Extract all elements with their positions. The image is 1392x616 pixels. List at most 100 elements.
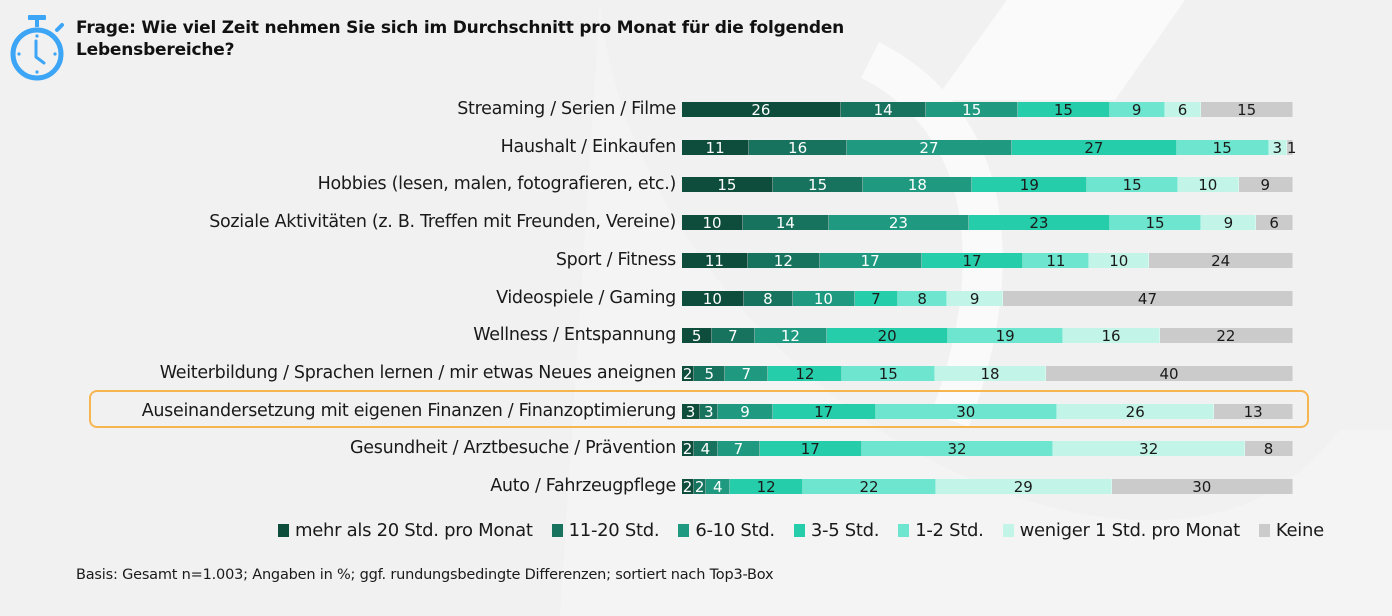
bar-segment: 14 (840, 102, 927, 118)
data-label: 6 (1177, 101, 1188, 119)
bar-segment: 22 (1159, 327, 1293, 346)
data-label: 9 (969, 289, 980, 308)
data-label: 3 (685, 402, 696, 421)
data-label: 11 (1046, 251, 1066, 270)
data-label: 3 (703, 402, 714, 421)
bar-segment: 11 (1023, 251, 1090, 270)
category-label: Auseinandersetzung mit eigenen Finanzen … (141, 400, 677, 421)
bar-segment: 12 (747, 251, 820, 270)
stacked-bar: 10 8 10 7 8 9 47 (682, 289, 1293, 308)
legend-item: mehr als 20 Std. pro Monat (278, 520, 533, 541)
data-label: 15 (1053, 101, 1073, 119)
bar-segment: 14 (743, 214, 829, 233)
bar-segment: 6 (1164, 101, 1202, 119)
bar-segment: 32 (1053, 441, 1246, 457)
bar-segment: 26 (1057, 403, 1215, 419)
data-label: 23 (888, 214, 908, 233)
data-label: 9 (740, 402, 750, 421)
bar-segment: 19 (972, 176, 1088, 195)
bar-segment: 9 (947, 289, 1003, 308)
data-label: 19 (1019, 176, 1039, 195)
bar-segment: 16 (1063, 328, 1160, 344)
data-label: 18 (907, 176, 927, 195)
data-label: 7 (733, 440, 744, 459)
bar-segment: 18 (863, 176, 973, 195)
legend-item: Keine (1258, 519, 1324, 541)
data-label: 15 (1145, 214, 1165, 233)
data-label: 20 (877, 327, 897, 346)
legend-item: 1-2 Std. (898, 520, 984, 541)
data-label: 22 (1216, 327, 1236, 346)
data-label: 17 (814, 402, 834, 421)
bar-segment: 3 (682, 402, 701, 421)
data-label: 22 (859, 478, 879, 496)
data-label: 30 (1192, 478, 1212, 496)
data-label: 17 (860, 251, 880, 270)
data-label: 5 (704, 364, 715, 383)
data-label: 10 (1109, 251, 1129, 270)
data-label: 10 (1198, 176, 1218, 195)
data-label: 13 (1243, 402, 1263, 421)
data-label: 29 (1013, 478, 1033, 496)
bar-segment: 3 (700, 402, 719, 421)
data-label: 7 (741, 364, 752, 383)
data-label: 15 (1237, 101, 1257, 119)
data-label: 8 (763, 289, 773, 308)
legend-label: 3-5 Std. (810, 519, 880, 541)
data-label: 27 (1084, 138, 1104, 157)
highlight-frame (89, 390, 1309, 428)
stacked-bar: 15 15 18 19 15 10 9 (682, 176, 1293, 195)
data-label: 12 (795, 364, 815, 383)
bar-segment: 8 (1245, 440, 1293, 459)
data-label: 2 (694, 478, 705, 496)
data-label: 47 (1137, 289, 1157, 308)
bar-segment: 15 (1201, 101, 1293, 119)
bar-segment: 7 (725, 364, 769, 383)
data-label: 4 (700, 440, 711, 459)
bar-segment: 7 (717, 440, 760, 459)
data-label: 1 (1286, 138, 1297, 157)
legend-swatch (678, 523, 690, 537)
legend-swatch (1258, 523, 1270, 537)
stacked-bar: 2 5 7 12 15 18 40 (682, 364, 1293, 383)
bar-segment: 15 (1176, 139, 1269, 155)
bar-segment: 10 (793, 290, 855, 306)
category-label: Haushalt / Einkaufen (500, 136, 677, 157)
data-label: 11 (705, 138, 725, 157)
category-label: Soziale Aktivitäten (z. B. Treffen mit F… (209, 212, 676, 233)
question-title: Frage: Wie viel Zeit nehmen Sie sich im … (76, 18, 845, 60)
bar-segment: 10 (682, 289, 744, 308)
bar-segment: 30 (1111, 478, 1293, 496)
bar-segment: 26 (682, 102, 841, 118)
bar-segment: 27 (846, 139, 1012, 155)
category-label: Auto / Fahrzeugpflege (490, 476, 676, 496)
bar-segment: 47 (1002, 289, 1293, 308)
bar-segment: 17 (819, 251, 922, 270)
bar-segment: 40 (1046, 365, 1293, 381)
data-label: 15 (1122, 176, 1142, 195)
stacked-bar: 2 4 7 17 32 32 8 (682, 440, 1293, 459)
data-label: 17 (962, 251, 982, 270)
data-label: 10 (702, 289, 722, 308)
bar-segment: 15 (1087, 176, 1179, 195)
data-label: 16 (788, 138, 808, 157)
bar-segment: 12 (768, 364, 843, 383)
bar-segment: 1 (1286, 139, 1296, 155)
chart-legend: mehr als 20 Std. pro Monat 11-20 Std. 6-10… (278, 518, 1343, 542)
bar-segment: 7 (712, 328, 755, 344)
legend-label: Keine (1275, 519, 1324, 541)
bar-segment: 15 (1018, 101, 1110, 119)
legend-swatch (898, 523, 910, 537)
legend-label: weniger 1 Std. pro Monat (1019, 519, 1241, 541)
data-label: 9 (1260, 176, 1271, 195)
bar-segment: 12 (754, 327, 828, 346)
bar-segment: 17 (759, 441, 862, 457)
data-label: 12 (773, 251, 793, 270)
data-label: 14 (775, 214, 795, 233)
bar-segment: 2 (694, 478, 707, 496)
data-label: 12 (780, 327, 800, 346)
data-label: 8 (1263, 440, 1274, 459)
bar-segment: 10 (1089, 251, 1150, 270)
